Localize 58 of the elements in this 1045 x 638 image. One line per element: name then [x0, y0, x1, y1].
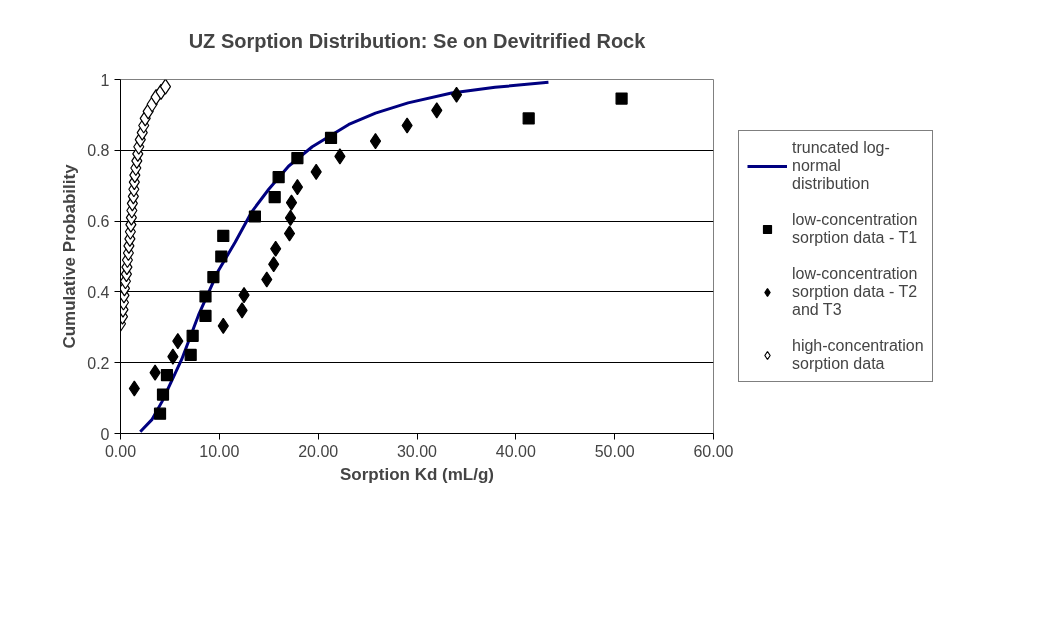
point — [522, 112, 535, 125]
x-tick-label: 10.00 — [199, 442, 240, 460]
point — [450, 86, 463, 103]
point — [199, 290, 212, 303]
y-tick-label: 0 — [100, 425, 110, 443]
x-tick-label: 0.00 — [104, 442, 137, 460]
point — [369, 133, 382, 150]
chart-title: UZ Sorption Distribution: Se on Devitrified Rock — [188, 30, 647, 52]
point — [184, 348, 197, 362]
y-tick-label: 0.4 — [87, 283, 110, 301]
point — [248, 210, 262, 223]
point — [236, 302, 248, 319]
point — [615, 92, 628, 105]
point — [268, 190, 281, 204]
point — [156, 388, 170, 401]
line-series — [138, 80, 550, 434]
y-tick-label: 1 — [100, 71, 110, 89]
y-tick-label: 0.8 — [87, 142, 110, 160]
point — [215, 250, 228, 263]
x-tick-label: 20.00 — [298, 442, 339, 460]
point — [207, 270, 220, 284]
x-tick-label: 40.00 — [495, 442, 536, 460]
point — [186, 329, 199, 342]
point — [284, 209, 297, 227]
point — [283, 225, 296, 242]
legend-label: low-concentration sorption data - T1 — [792, 211, 918, 247]
x-axis-title: Sorption Kd (mL/g) — [340, 464, 494, 484]
point — [401, 117, 413, 134]
x-tick-label: 60.00 — [693, 442, 734, 460]
y-tick-label: 0.6 — [87, 213, 110, 231]
point — [334, 148, 346, 165]
point — [217, 229, 230, 243]
point — [310, 163, 322, 180]
point — [270, 240, 282, 257]
point — [261, 271, 273, 288]
x-tick-label: 50.00 — [594, 442, 635, 460]
point — [272, 171, 285, 184]
legend-label: truncated log-normal distribution — [792, 139, 890, 193]
y-tick-label: 0.2 — [87, 354, 110, 372]
point — [431, 102, 443, 119]
point — [217, 317, 229, 334]
point — [160, 368, 174, 382]
legend-label: low-concentration sorption data - T2 and T3 — [792, 265, 918, 319]
point — [324, 131, 338, 145]
point — [291, 179, 304, 196]
point — [128, 380, 140, 397]
x-tick-label: 30.00 — [396, 442, 438, 460]
point — [285, 194, 298, 211]
point — [153, 407, 167, 420]
point — [167, 348, 179, 365]
point — [291, 151, 304, 165]
point — [199, 309, 212, 323]
legend-label: high-concentration sorption data — [792, 337, 924, 373]
point — [172, 333, 184, 350]
point — [159, 79, 172, 95]
point — [149, 364, 161, 381]
point — [268, 256, 280, 273]
y-axis-title: Cumulative Probability — [60, 163, 80, 349]
